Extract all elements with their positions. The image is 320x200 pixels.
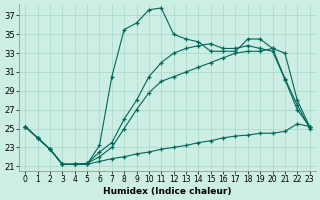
- X-axis label: Humidex (Indice chaleur): Humidex (Indice chaleur): [103, 187, 232, 196]
